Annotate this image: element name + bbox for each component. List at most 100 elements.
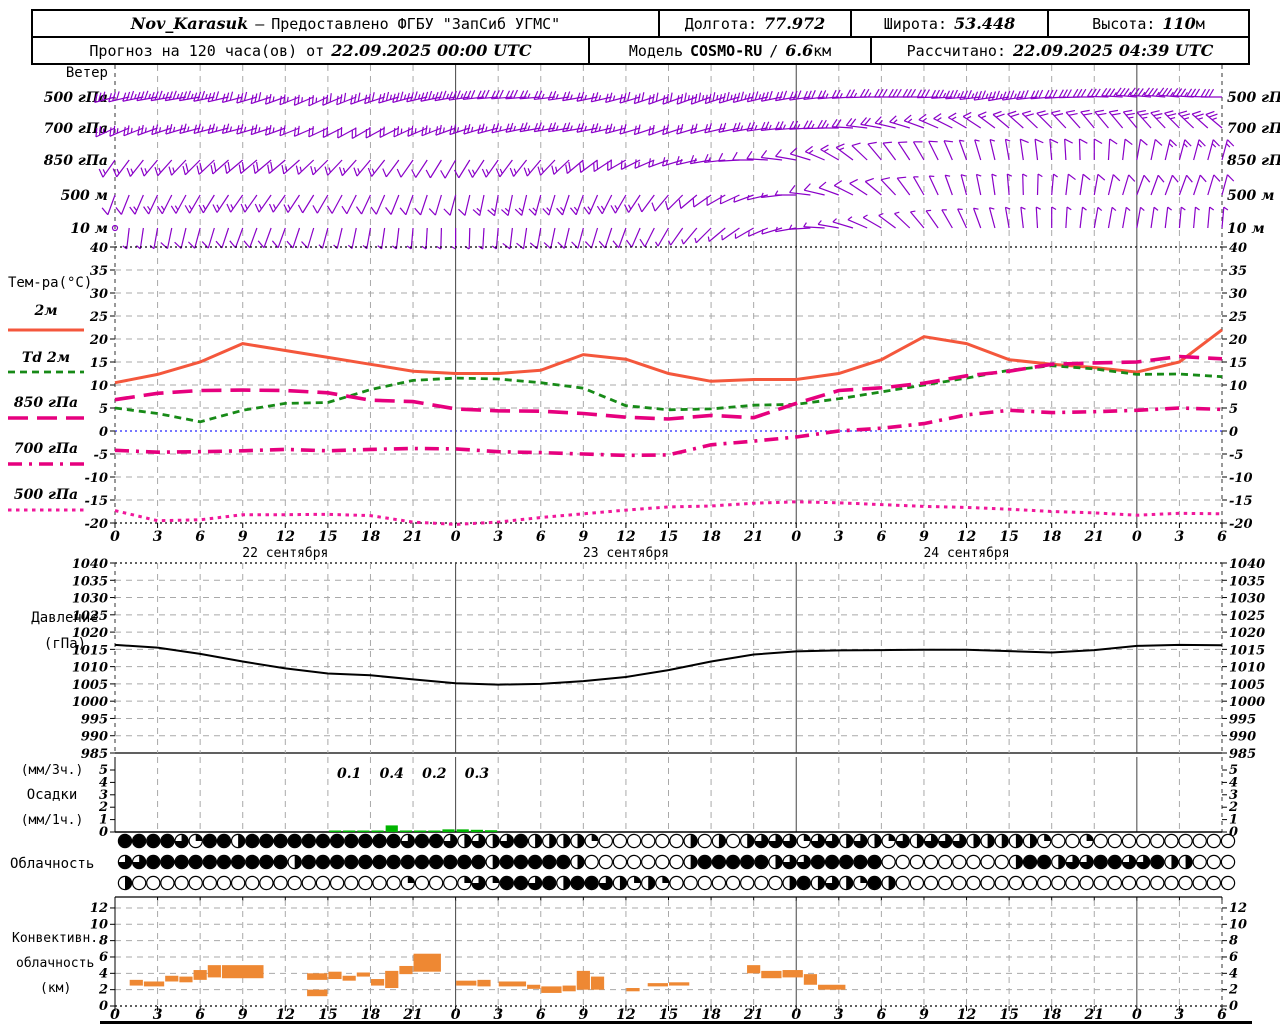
wind-barb-staff <box>761 96 783 102</box>
wind-barb-feather <box>774 121 780 131</box>
hour-tick-label: 15 <box>999 529 1018 545</box>
wind-barb-feather <box>154 166 159 176</box>
wind-barb-feather <box>252 164 256 174</box>
wind-barb-feather <box>1123 88 1130 97</box>
convective-cloud-bar <box>165 975 179 982</box>
wind-barb-staff <box>912 141 925 161</box>
wind-barb-feather <box>523 167 528 177</box>
wind-barb-half-feather <box>541 167 544 173</box>
wind-barb-half-feather <box>272 96 275 102</box>
wind-barb-feather <box>1112 174 1121 182</box>
cloud-fill-partial <box>294 855 302 869</box>
wind-barb-feather <box>1169 139 1177 147</box>
wind-barb-feather <box>1137 88 1144 97</box>
precipitation-panel: 5 54 43 32 21 10 0(мм/3ч.)Осадки(мм/1ч.)0.1 0.4… <box>21 757 1238 840</box>
wind-barb-feather <box>1082 173 1091 181</box>
temp-series-t500 <box>114 500 1223 526</box>
wind-barb-feather <box>255 161 259 172</box>
wind-barb-staff <box>429 159 442 179</box>
wind-barb-staff <box>265 96 286 105</box>
wind-barb-feather <box>665 124 670 134</box>
cloud-fill-full <box>189 855 202 869</box>
wind-barb-staff <box>193 127 215 135</box>
wind-barb-staff <box>316 194 329 214</box>
convective-tick-label-left: 6 <box>99 950 108 965</box>
wind-barb-feather <box>1140 138 1148 146</box>
wind-barb-feather <box>676 125 680 135</box>
wind-barb-staff <box>1122 111 1138 129</box>
wind-barb-feather <box>903 114 912 122</box>
wind-barb-feather <box>594 123 599 133</box>
hour-tick-label-bottom: 12 <box>616 1007 636 1023</box>
wind-barb-half-feather <box>655 241 659 247</box>
wind-barb-feather <box>1036 110 1046 114</box>
cloud-fill-full <box>217 855 231 869</box>
wind-barb-half-feather <box>679 158 683 165</box>
wind-barb-feather <box>981 90 986 100</box>
wind-barb-feather <box>542 208 550 216</box>
wind-barb-feather <box>1030 90 1036 100</box>
wind-barb-feather <box>243 91 248 101</box>
wind-barb-feather <box>501 209 509 217</box>
cloud-fill-full <box>246 855 259 869</box>
cloud-fill-partial <box>1001 834 1009 848</box>
wind-barb-feather <box>201 241 209 249</box>
cloud-fill-full <box>274 855 287 869</box>
wind-barb-half-feather <box>598 95 602 101</box>
wind-barb-feather <box>383 126 385 136</box>
wind-barb-staff <box>553 159 570 175</box>
wind-barb-feather <box>472 209 481 217</box>
wind-barb-feather <box>151 125 155 135</box>
wind-barb-feather <box>495 168 501 178</box>
wind-barb-half-feather <box>504 207 510 213</box>
cloud-fill-partial <box>747 834 754 848</box>
cloud-circle <box>980 875 995 891</box>
wind-barb-staff <box>803 226 825 229</box>
wind-barb-staff <box>761 127 783 132</box>
precip-bar <box>485 830 498 832</box>
wind-barb-feather <box>778 121 784 130</box>
wind-barb-staff <box>1115 94 1137 98</box>
wind-barb-half-feather <box>744 94 747 100</box>
cloud-circle <box>1022 875 1038 891</box>
convective-cloud-bar <box>342 975 356 981</box>
cloud-fill-partial <box>973 834 981 848</box>
wind-barb-feather <box>211 92 216 102</box>
wind-barb-half-feather <box>158 167 162 173</box>
wind-barb-feather <box>746 122 751 132</box>
wind-barb-staff <box>122 96 144 102</box>
wind-barb-feather <box>736 122 741 132</box>
cloud-fill-partial <box>860 876 867 883</box>
calm-wind-symbol <box>111 224 119 232</box>
wind-barb-feather <box>556 207 563 216</box>
model-slash: / <box>769 41 779 60</box>
wind-barb-staff <box>1030 96 1052 100</box>
wind-barb-feather <box>221 93 226 103</box>
hour-tick-label: 12 <box>616 529 636 545</box>
wind-barb-feather <box>193 92 198 102</box>
wind-barb-feather <box>562 91 567 101</box>
wind-barb-half-feather <box>740 125 744 131</box>
wind-barb-feather <box>495 123 500 133</box>
wind-barb-staff <box>381 227 386 249</box>
wind-barb-half-feather <box>687 95 690 101</box>
wind-barb-half-feather <box>116 168 120 174</box>
wind-barb-staff <box>1221 207 1225 229</box>
wind-barb-staff <box>747 194 768 201</box>
wind-barb-feather <box>881 177 891 181</box>
wind-barb-staff <box>463 127 485 135</box>
precip-bar <box>442 829 455 832</box>
wind-barb-feather <box>566 91 571 101</box>
wind-barb-feather <box>689 154 695 164</box>
convective-cloud-bar <box>626 988 640 992</box>
pressure-tick-label-right: 1030 <box>1229 592 1265 607</box>
wind-barb-staff <box>1078 138 1081 161</box>
wind-barb-staff <box>918 119 939 129</box>
wind-barb-staff <box>1007 113 1024 129</box>
cloud-fill-partial <box>563 834 570 848</box>
wind-barb-staff <box>244 194 258 213</box>
wind-barb-feather <box>224 164 228 174</box>
wind-barb-half-feather <box>707 157 711 163</box>
convective-cloud-bar <box>761 970 782 979</box>
wind-barb-feather <box>1044 89 1050 99</box>
